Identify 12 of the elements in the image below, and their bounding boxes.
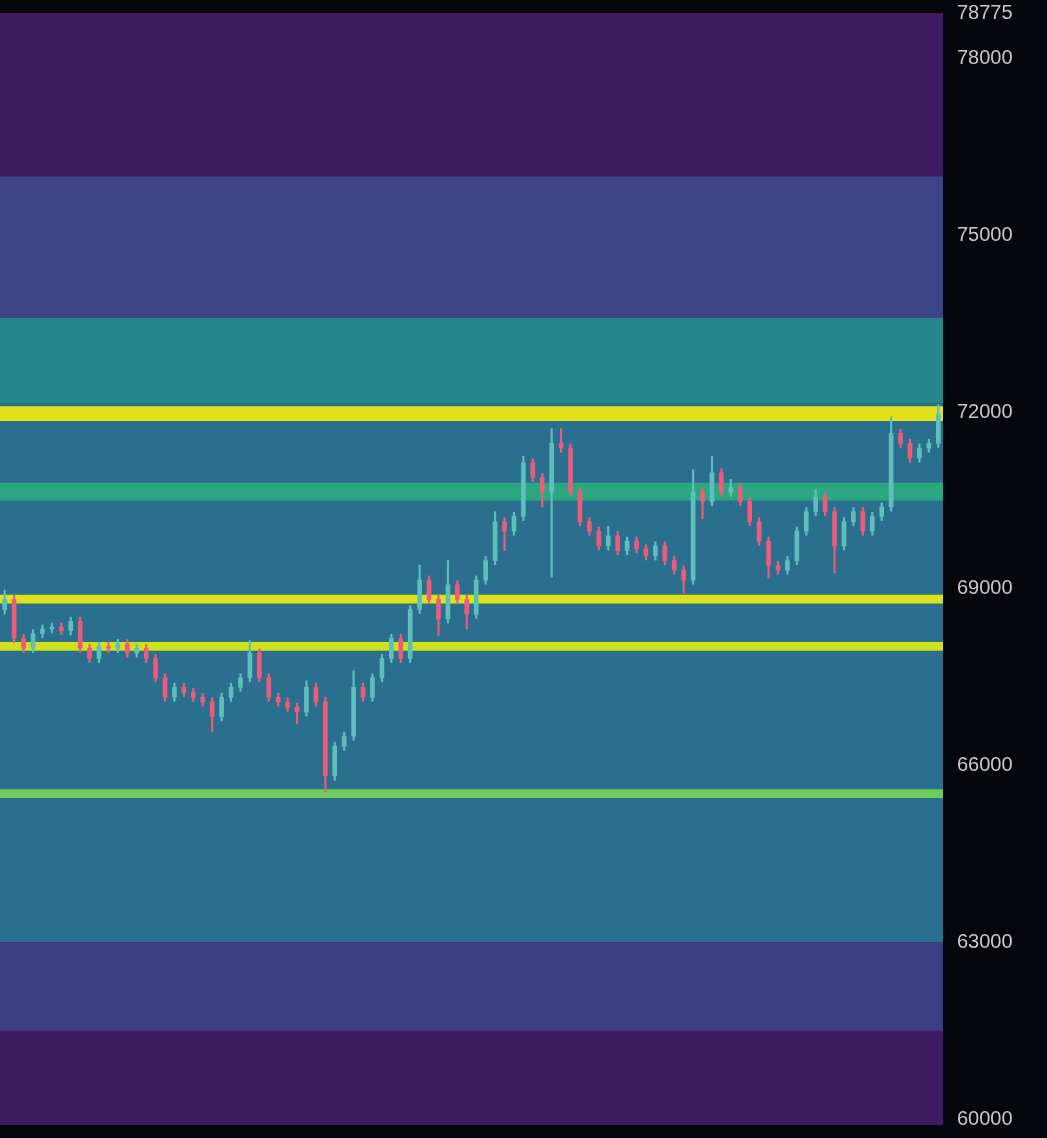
y-tick-label: 78000 — [957, 46, 1013, 69]
y-tick-label: 60000 — [957, 1106, 1013, 1129]
y-tick-label: 66000 — [957, 753, 1013, 776]
y-tick-label: 72000 — [957, 399, 1013, 422]
y-tick-label: 69000 — [957, 576, 1013, 599]
y-tick-label: 78775 — [957, 0, 1013, 23]
candlestick — [40, 624, 45, 639]
y-tick-label: 63000 — [957, 929, 1013, 952]
y-tick-label: 75000 — [957, 222, 1013, 245]
candlestick — [106, 642, 111, 653]
candlestick — [700, 487, 705, 520]
candlestick — [502, 517, 507, 551]
